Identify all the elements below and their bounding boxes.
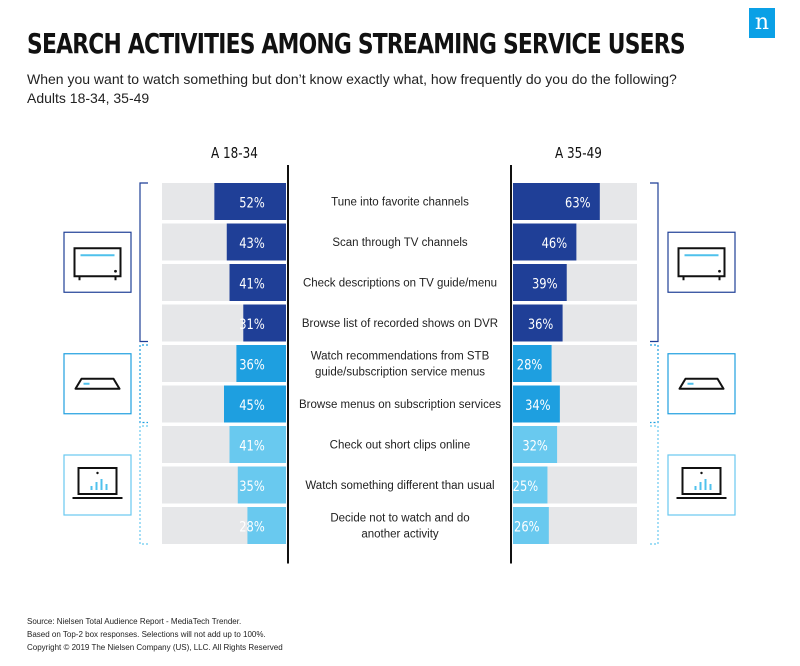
left-bar [236, 345, 286, 382]
right-bar-label: 39% [532, 276, 558, 292]
left-bar-label: 31% [239, 317, 265, 333]
left-bar-label: 36% [239, 357, 265, 373]
set-top-box-icon [678, 377, 725, 390]
category-label: guide/subscription service menus [315, 367, 485, 379]
footer-copyright: Copyright © 2019 The Nielsen Company (US… [27, 643, 283, 652]
category-label: another activity [361, 529, 439, 541]
chart-title: SEARCH ACTIVITIES AMONG STREAMING SERVIC… [27, 27, 686, 60]
category-label: Tune into favorite channels [331, 197, 469, 209]
right-bar [513, 426, 558, 463]
laptop-chart-icon [77, 467, 118, 495]
right-bar [513, 507, 549, 544]
right-bar [513, 466, 548, 504]
category-label: Browse menus on subscription services [299, 399, 501, 411]
category-label: Check out short clips online [330, 440, 471, 452]
left-group-bracket [139, 344, 148, 424]
left-bar [226, 223, 286, 261]
left-bar [243, 304, 286, 342]
right-group-bracket [650, 182, 659, 343]
left-device-icon-box [63, 353, 132, 415]
left-bar-label: 45% [239, 398, 265, 414]
category-label: Decide not to watch and do [330, 513, 469, 525]
left-bar [247, 507, 286, 544]
left-bar [237, 466, 286, 504]
left-bar-label: 35% [239, 479, 265, 495]
right-group-bracket [650, 344, 659, 424]
tv-power-dot [718, 269, 721, 273]
left-bar-label: 28% [239, 519, 265, 535]
left-bar-label: 41% [239, 438, 265, 454]
category-label: Watch something different than usual [305, 480, 494, 492]
right-bar-label: 36% [528, 317, 554, 333]
right-bar-label: 63% [565, 195, 591, 211]
category-label: Watch recommendations from STB [311, 351, 490, 363]
footer-note: Based on Top-2 box responses. Selections… [27, 630, 266, 639]
right-device-icon-box [667, 353, 736, 415]
left-bar-label: 43% [239, 236, 265, 252]
left-bar [229, 264, 286, 301]
tv-icon [73, 247, 122, 278]
laptop-camera [700, 471, 703, 475]
left-bar [224, 385, 286, 423]
right-bar-label: 32% [522, 438, 548, 454]
laptop-camera [96, 471, 99, 475]
chart-audience: Adults 18-34, 35-49 [27, 90, 150, 106]
left-group-bracket [139, 182, 148, 343]
right-group-bracket [650, 425, 659, 545]
left-bar-label: 52% [239, 195, 265, 211]
laptop-chart-icon [681, 467, 722, 495]
footer-source: Source: Nielsen Total Audience Report - … [27, 617, 242, 626]
right-bar [513, 183, 600, 220]
category-label: Browse list of recorded shows on DVR [302, 318, 498, 330]
category-label: Scan through TV channels [332, 237, 468, 249]
right-bar [513, 223, 577, 261]
category-label: Check descriptions on TV guide/menu [303, 278, 497, 290]
left-bar-label: 41% [239, 276, 265, 292]
left-group-bracket [139, 425, 148, 545]
right-bar-label: 46% [542, 236, 568, 252]
tv-icon [677, 247, 726, 278]
right-bar [513, 264, 567, 301]
set-top-box-icon [74, 377, 121, 390]
right-bar-label: 34% [525, 398, 551, 414]
tv-power-dot [114, 269, 117, 273]
right-bar [513, 304, 563, 342]
right-bar-label: 26% [514, 519, 540, 535]
right-bar [513, 345, 552, 382]
right-bar [513, 385, 560, 423]
left-bar [214, 183, 286, 220]
legend-left-series: A 18-34 [211, 144, 258, 162]
nielsen-logo: n [749, 8, 775, 38]
right-bar-label: 25% [513, 479, 539, 495]
right-bar-label: 28% [517, 357, 543, 373]
left-bar [229, 426, 286, 463]
chart-subtitle: When you want to watch something but don… [27, 71, 677, 87]
legend-right-series: A 35-49 [555, 144, 602, 162]
